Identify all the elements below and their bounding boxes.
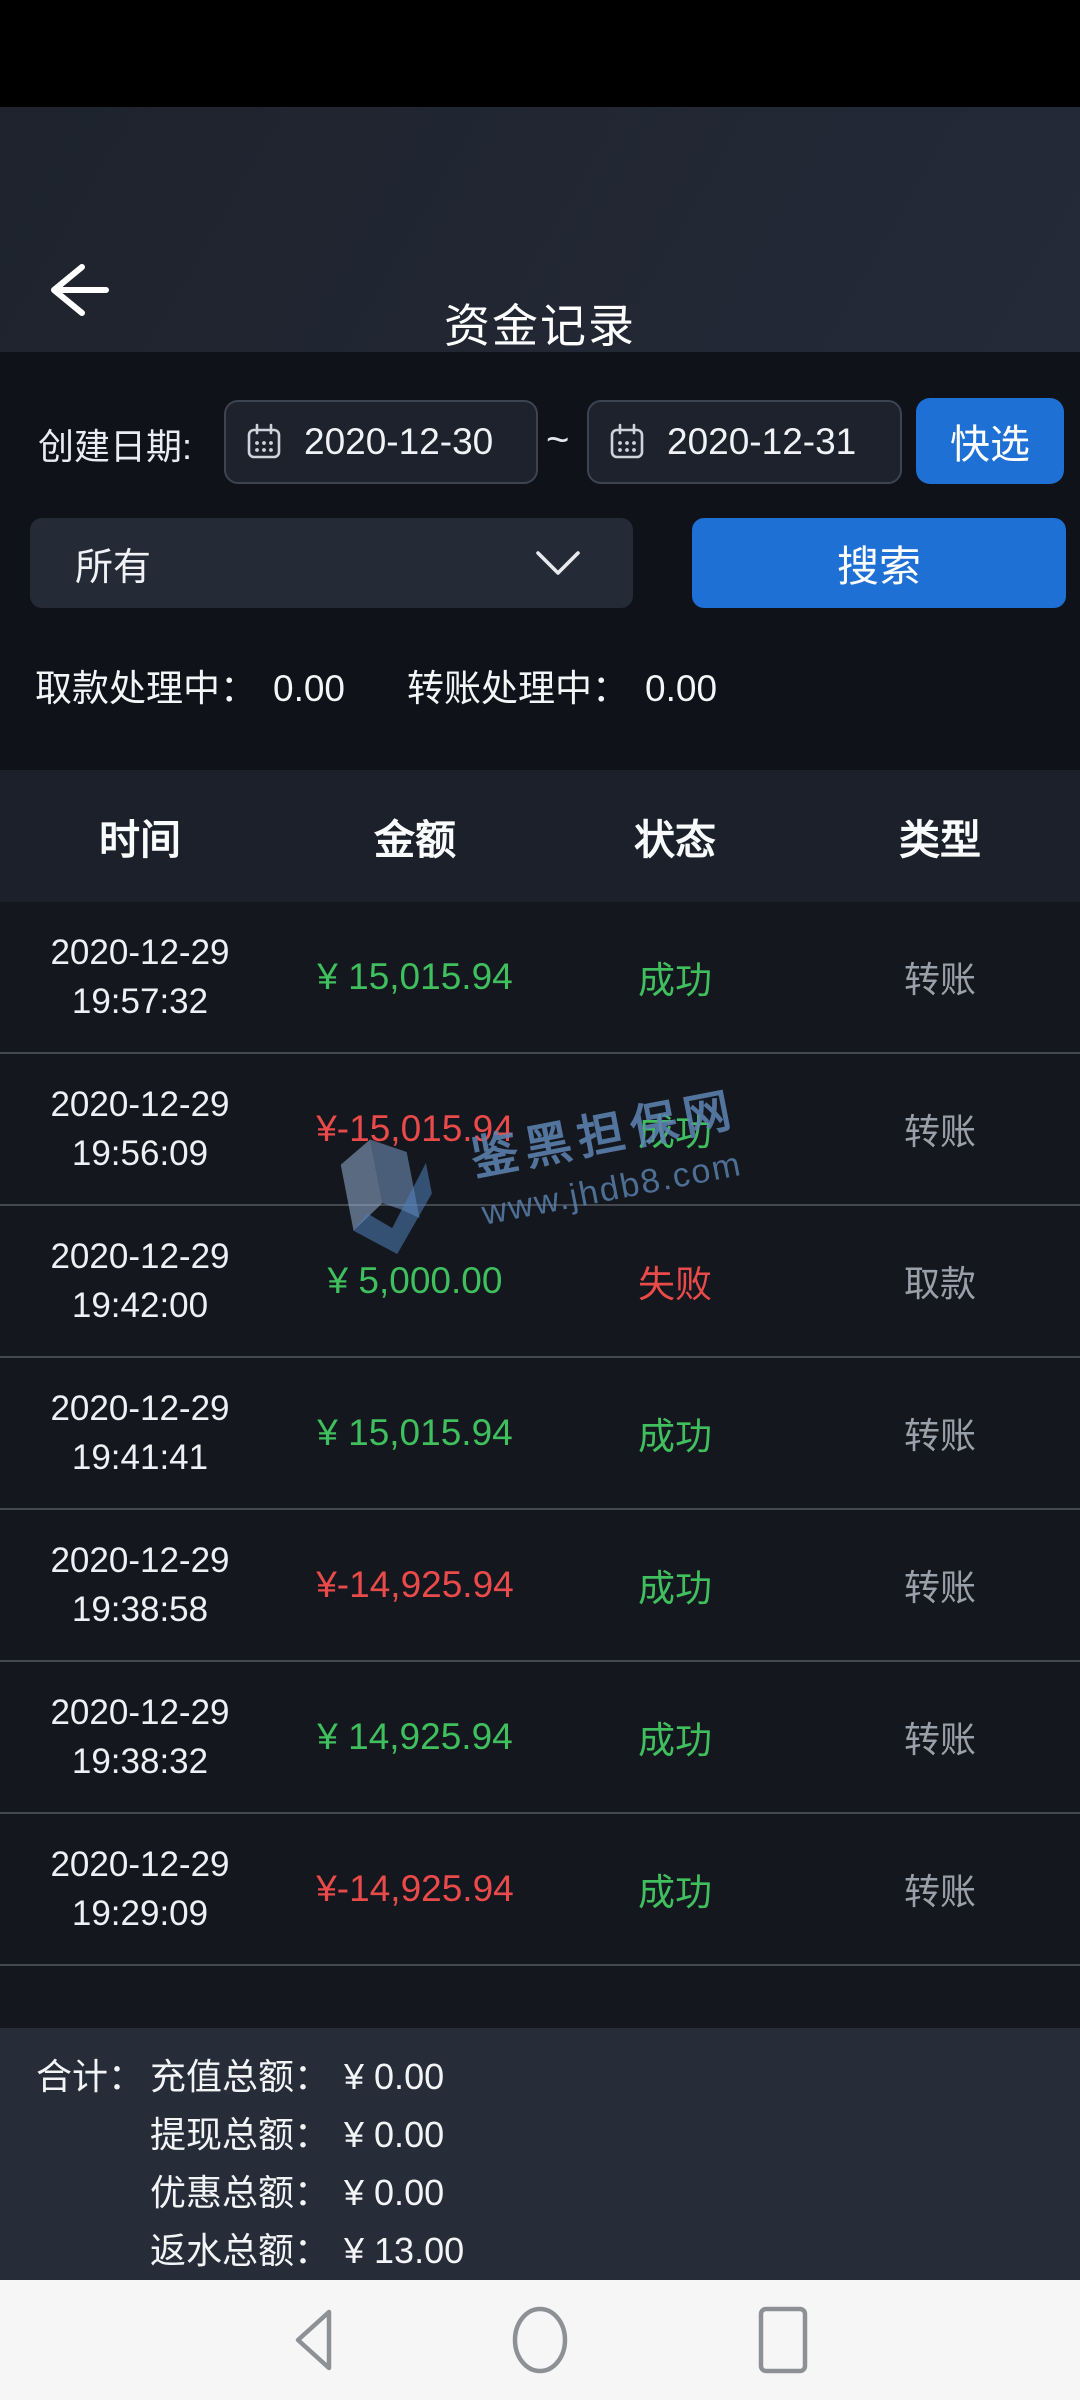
row-type: 取款	[903, 1263, 976, 1304]
table-row: 2020-12-29 19:29:09 ¥-14,925.94 成功 转账	[0, 1814, 1080, 1966]
row-date: 2020-12-29	[50, 1693, 230, 1732]
row-type: 转账	[903, 959, 976, 1000]
summary-line-withdraw: 提现总额： ¥ 0.00	[150, 2114, 445, 2155]
summary-line-discount: 优惠总额： ¥ 0.00	[150, 2172, 445, 2213]
summary-panel: 合计： 充值总额： ¥ 0.00 提现总额： ¥ 0.00 优惠总额： ¥ 0.00 …	[0, 2028, 1080, 2280]
nav-recent-button[interactable]	[748, 2305, 818, 2375]
table-row: 2020-12-29 19:56:09 ¥-15,015.94 成功 转账	[0, 1054, 1080, 1206]
row-time: 19:38:32	[71, 1742, 209, 1781]
row-type: 转账	[903, 1415, 976, 1456]
android-nav-bar	[0, 2280, 1080, 2400]
summary-line-rebate: 返水总额： ¥ 13.00	[150, 2230, 465, 2271]
chevron-down-icon	[536, 551, 580, 575]
withdraw-processing-value: 0.00	[273, 668, 346, 709]
date-to-field[interactable]: 2020-12-31	[587, 400, 902, 484]
row-type: 转账	[903, 1567, 976, 1608]
table-row: 2020-12-29 19:38:32 ¥ 14,925.94 成功 转账	[0, 1662, 1080, 1814]
row-status: 成功	[638, 1872, 712, 1913]
quick-select-button[interactable]: 快选	[916, 398, 1064, 484]
summary-line-recharge: 充值总额： ¥ 0.00	[150, 2056, 445, 2097]
row-date: 2020-12-29	[50, 1845, 230, 1884]
date-to-value: 2020-12-31	[667, 421, 857, 462]
nav-home-button[interactable]	[505, 2305, 575, 2375]
table-header: 时间 金额 状态 类型	[0, 770, 1080, 902]
summary-total-label: 合计：	[36, 2056, 145, 2097]
nav-back-icon	[295, 2309, 332, 2371]
nav-home-icon	[512, 2306, 568, 2374]
row-status: 成功	[638, 960, 712, 1001]
date-range-separator: ~	[546, 418, 570, 462]
transfer-processing-value: 0.00	[645, 668, 718, 709]
row-status: 成功	[638, 1112, 712, 1153]
row-date: 2020-12-29	[50, 1085, 230, 1124]
filter-section: 创建日期: 2020-12-30 ~ 2020-12-31 快选	[0, 352, 1080, 770]
row-status: 成功	[638, 1720, 712, 1761]
calendar-icon	[610, 423, 644, 459]
status-bar	[0, 0, 1080, 107]
row-type: 转账	[903, 1111, 976, 1152]
row-amount: ¥ 5,000.00	[327, 1260, 503, 1301]
column-header-type: 类型	[899, 817, 981, 863]
page-title: 资金记录	[444, 299, 636, 352]
row-amount: ¥-15,015.94	[316, 1108, 514, 1149]
nav-back-button[interactable]	[280, 2305, 350, 2375]
date-from-field[interactable]: 2020-12-30	[224, 400, 538, 484]
date-filter-label: 创建日期:	[38, 426, 193, 467]
date-from-value: 2020-12-30	[304, 421, 494, 462]
column-header-amount: 金额	[374, 817, 456, 863]
row-date: 2020-12-29	[50, 1541, 230, 1580]
type-dropdown-value: 所有	[75, 546, 152, 589]
back-arrow-icon	[51, 264, 109, 316]
transfer-processing-label: 转账处理中：	[407, 668, 630, 709]
calendar-icon	[247, 423, 281, 459]
row-amount: ¥ 14,925.94	[317, 1716, 513, 1757]
table-row: 2020-12-29 19:42:00 ¥ 5,000.00 失败 取款	[0, 1206, 1080, 1358]
row-time: 19:41:41	[71, 1438, 209, 1477]
nav-recent-icon	[758, 2306, 808, 2374]
row-type: 转账	[903, 1719, 976, 1760]
table-row: 2020-12-29 19:41:41 ¥ 15,015.94 成功 转账	[0, 1358, 1080, 1510]
row-amount: ¥-14,925.94	[316, 1868, 514, 1909]
row-status: 失败	[638, 1264, 712, 1305]
row-date: 2020-12-29	[50, 933, 230, 972]
row-time: 19:42:00	[71, 1286, 209, 1325]
row-date: 2020-12-29	[50, 1237, 230, 1276]
table-row: 2020-12-29 19:57:32 ¥ 15,015.94 成功 转账	[0, 902, 1080, 1054]
row-date: 2020-12-29	[50, 1389, 230, 1428]
row-time: 19:38:58	[71, 1590, 209, 1629]
table-row: 2020-12-29 19:38:58 ¥-14,925.94 成功 转账	[0, 1510, 1080, 1662]
row-amount: ¥ 15,015.94	[317, 956, 513, 997]
row-amount: ¥ 15,015.94	[317, 1412, 513, 1453]
app-header: 资金记录	[0, 107, 1080, 352]
row-time: 19:56:09	[71, 1134, 209, 1173]
row-amount: ¥-14,925.94	[316, 1564, 514, 1605]
column-header-status: 状态	[634, 817, 716, 863]
withdraw-processing-label: 取款处理中：	[35, 668, 257, 709]
column-header-time: 时间	[99, 817, 181, 863]
row-time: 19:57:32	[71, 982, 209, 1021]
back-button[interactable]	[40, 257, 110, 327]
processing-status: 取款处理中： 0.00 转账处理中： 0.00	[35, 658, 717, 712]
row-status: 成功	[638, 1568, 712, 1609]
type-dropdown[interactable]: 所有	[30, 518, 633, 608]
row-time: 19:29:09	[71, 1894, 209, 1933]
search-button[interactable]: 搜索	[692, 518, 1066, 608]
row-type: 转账	[903, 1871, 976, 1912]
row-status: 成功	[638, 1416, 712, 1457]
table-body-rows: 2020-12-29 19:57:32 ¥ 15,015.94 成功 转账 20…	[0, 902, 1080, 2118]
